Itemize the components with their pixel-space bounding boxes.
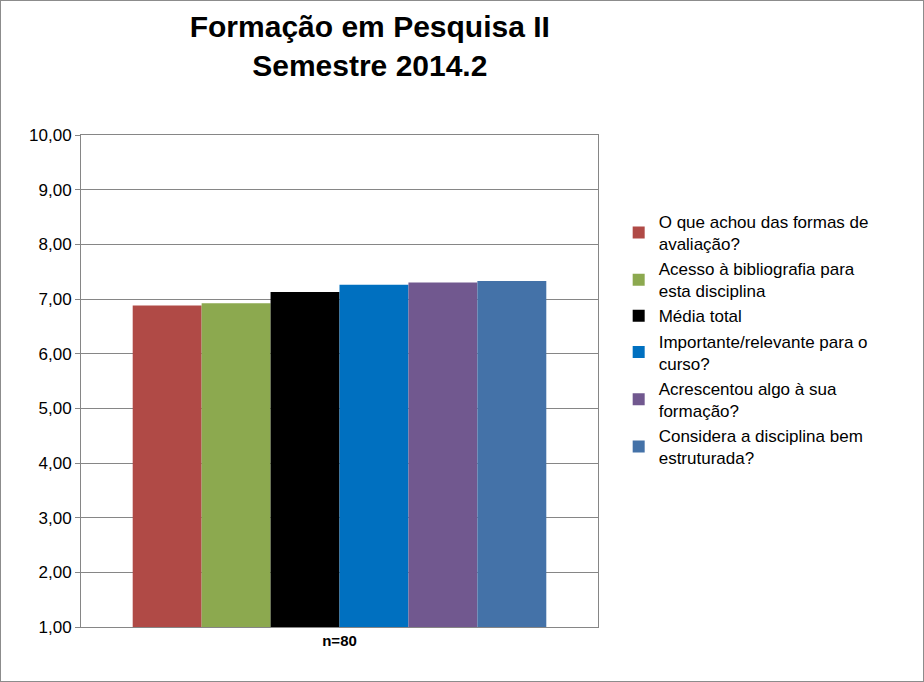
svg-text:2,00: 2,00	[39, 563, 72, 582]
svg-text:9,00: 9,00	[39, 181, 72, 200]
svg-text:Média total: Média total	[659, 307, 742, 326]
svg-text:Acesso à bibliografia paraesta: Acesso à bibliografia paraesta disciplin…	[659, 260, 855, 301]
svg-text:8,00: 8,00	[39, 235, 72, 254]
svg-text:Acrescentou algo à suaformação: Acrescentou algo à suaformação?	[659, 380, 837, 421]
svg-text:Importante/relevante para ocur: Importante/relevante para ocurso?	[659, 333, 868, 374]
svg-text:O que achou das formas deavali: O que achou das formas deavaliação?	[659, 213, 869, 254]
svg-text:7,00: 7,00	[39, 290, 72, 309]
svg-text:3,00: 3,00	[39, 509, 72, 528]
svg-text:n=80: n=80	[322, 632, 357, 649]
svg-text:Considera a disciplina bemestr: Considera a disciplina bemestruturada?	[659, 427, 863, 468]
svg-text:6,00: 6,00	[39, 345, 72, 364]
svg-text:4,00: 4,00	[39, 454, 72, 473]
svg-text:10,00: 10,00	[29, 126, 72, 145]
svg-text:Formação em Pesquisa IISemestr: Formação em Pesquisa IISemestre 2014.2	[190, 10, 550, 82]
svg-text:1,00: 1,00	[39, 618, 72, 637]
svg-text:5,00: 5,00	[39, 399, 72, 418]
